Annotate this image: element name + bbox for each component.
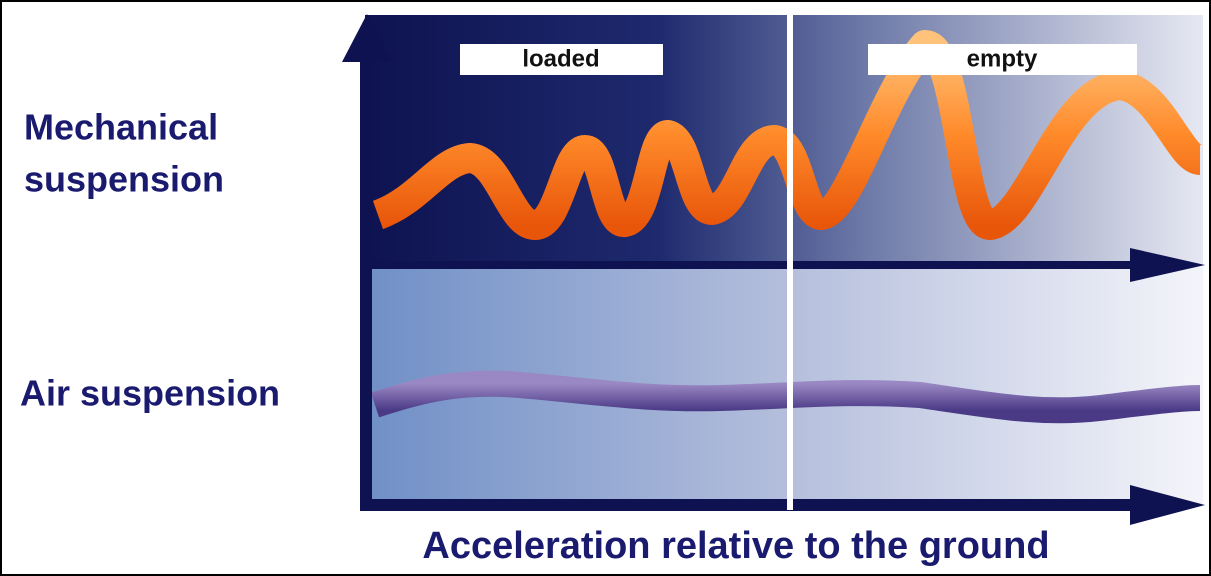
- diagram: loaded empty Mechanical suspension Air s…: [0, 0, 1211, 576]
- row-label: suspension: [24, 159, 224, 200]
- panel-label: empty: [967, 45, 1038, 72]
- panel-label: loaded: [522, 45, 599, 72]
- page: loaded empty Mechanical suspension Air s…: [0, 0, 1211, 576]
- axis-title: Acceleration relative to the ground: [422, 525, 1049, 567]
- row-label: Air suspension: [20, 373, 280, 414]
- row-label: Mechanical: [24, 107, 218, 148]
